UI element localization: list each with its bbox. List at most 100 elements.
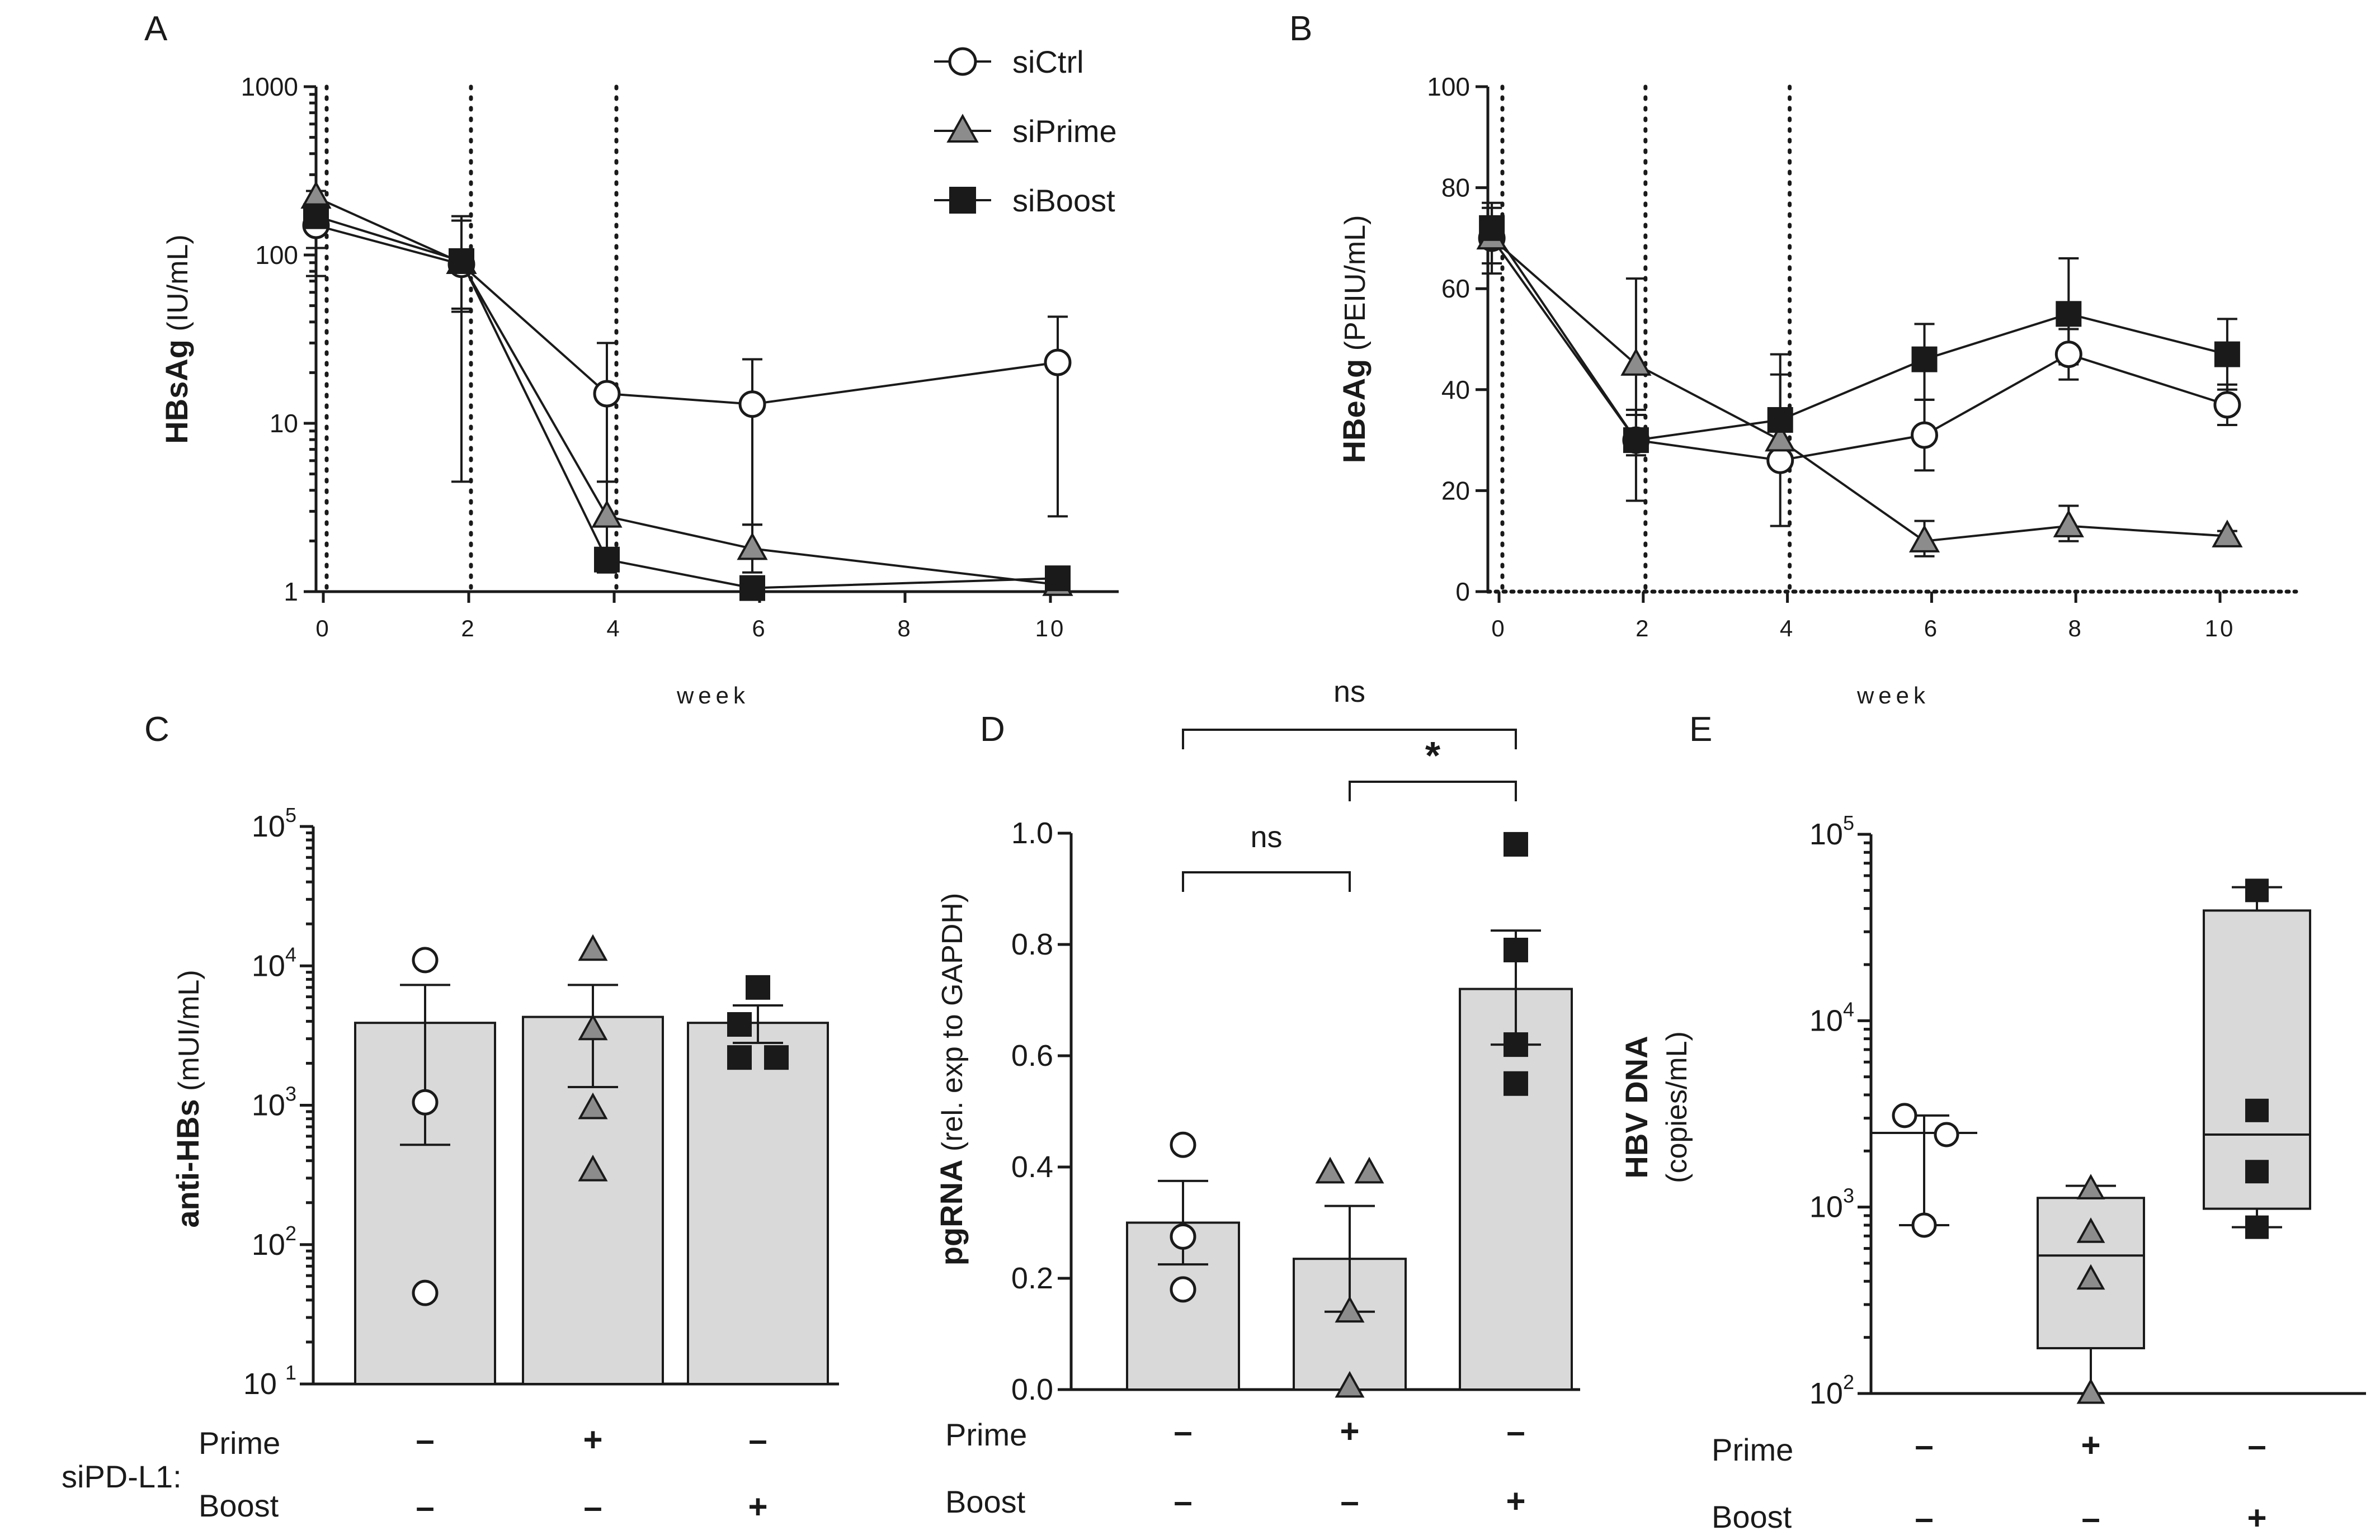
x-tick-label: 0 — [315, 615, 331, 641]
significance-bracket — [1349, 781, 1517, 801]
series-line-siBoost — [1491, 227, 2228, 442]
prime-sign-d: + — [1340, 1413, 1359, 1450]
prime-sign-c: + — [583, 1421, 602, 1458]
boost-sign-d: – — [1340, 1482, 1359, 1520]
series-line-siCtrl — [1491, 237, 2228, 462]
y-tick-base: 10 — [1809, 1004, 1843, 1037]
chart-panel-a: 1 10 100 1000 0 2 4 6 8 10 week HBsAg (IU/mL) — [159, 72, 1119, 708]
data-point-siPrime — [591, 499, 623, 528]
data-point-siCtrl — [1170, 1223, 1196, 1250]
data-point-siPrime — [2076, 1378, 2105, 1404]
data-point-siBoost — [764, 1045, 789, 1070]
panel-letter-d: D — [980, 710, 1005, 749]
prime-sign-e: – — [2247, 1426, 2266, 1464]
y-axis-title-bold: anti-HBs — [170, 1099, 205, 1227]
x-tick-label: 2 — [461, 615, 476, 641]
y-axis-title-unit: (IU/mL) — [162, 234, 194, 339]
y-axis-title: HBsAg (IU/mL) — [159, 234, 194, 443]
data-point-siPrime — [578, 1013, 608, 1041]
y-tick-exp: 5 — [285, 804, 296, 826]
data-point-siCtrl — [593, 380, 621, 408]
panel-letter-a: A — [144, 10, 168, 48]
y-axis-title: anti-HBs (mUI/mL) — [170, 970, 205, 1227]
data-point-siBoost — [1911, 346, 1938, 372]
prime-sign-c: – — [748, 1421, 767, 1458]
y-tick-exp: 1 — [285, 1361, 296, 1384]
data-point-siBoost — [2214, 341, 2240, 367]
data-point-siBoost — [2245, 1215, 2269, 1239]
y-tick-label: 10 — [270, 409, 298, 438]
prime-sign-d: – — [1506, 1413, 1525, 1450]
legend-marker-siBoost — [949, 187, 976, 214]
data-point-siBoost — [727, 1045, 752, 1070]
y-tick-label: 104 — [252, 943, 296, 982]
y-tick-exp: 5 — [1843, 811, 1854, 834]
y-tick-label: 105 — [1809, 811, 1854, 851]
y-axis-title-unit: (rel. exp to GAPDH) — [936, 893, 969, 1160]
y-tick-label: 103 — [1809, 1184, 1854, 1224]
x-tick-label: 4 — [606, 615, 621, 641]
y-tick-exp: 2 — [1843, 1371, 1854, 1393]
y-axis-title-unit: (PEIU/mL) — [1339, 215, 1372, 359]
y-axis-title-unit: (mUI/mL) — [173, 970, 205, 1099]
y-tick-base: 10 — [252, 1089, 285, 1122]
bar-siCtrl — [1126, 1221, 1240, 1391]
data-point-siBoost — [2245, 1160, 2269, 1184]
y-tick-label: 105 — [252, 804, 296, 843]
y-tick-label: 1000 — [241, 72, 298, 101]
data-point-siBoost — [2056, 301, 2082, 327]
y-tick-label: 1 — [284, 577, 298, 606]
y-tick-base: 10 — [252, 810, 285, 843]
y-tick-label: 1.0 — [1011, 816, 1053, 850]
data-point-siPrime — [2053, 509, 2084, 537]
y-axis-title: HBV DNA — [1619, 1036, 1654, 1178]
y-tick-base: 10 — [1809, 1191, 1843, 1224]
prime-sign-e: + — [2081, 1426, 2100, 1464]
x-tick-label: 0 — [1491, 615, 1506, 641]
y-tick-label: 40 — [1441, 375, 1470, 404]
boost-sign-e: – — [1915, 1499, 1933, 1537]
y-axis-title-bold: HBV DNA — [1619, 1036, 1654, 1178]
data-point-siBoost — [739, 575, 765, 601]
y-tick-label: 103 — [252, 1083, 296, 1122]
data-point-siBoost — [1623, 427, 1649, 454]
data-point-siBoost — [449, 248, 474, 274]
row-e-prime-label: Prime — [1712, 1432, 1793, 1467]
panel-letter-c: C — [144, 710, 169, 749]
y-axis-title: HBeAg (PEIU/mL) — [1336, 215, 1372, 464]
boost-sign-c: – — [416, 1488, 434, 1525]
data-point-siPrime — [1315, 1156, 1345, 1184]
prime-sign-e: – — [1915, 1426, 1933, 1464]
row-d-prime-label: Prime — [945, 1417, 1027, 1452]
data-point-siCtrl — [1911, 1212, 1937, 1238]
x-tick-label: 6 — [752, 615, 767, 641]
y-tick-exp: 3 — [1843, 1184, 1854, 1207]
series-line-siPrime — [1491, 237, 2228, 542]
data-point-siCtrl — [1911, 421, 1939, 449]
data-point-siCtrl — [1170, 1131, 1196, 1158]
chart-panel-d: 0.0 0.2 0.4 0.6 0.8 1.0 pgRNA (rel. exp to GAP… — [934, 675, 1580, 1406]
data-point-siPrime — [578, 1155, 608, 1182]
y-tick-label: 0 — [1455, 577, 1470, 606]
data-point-siPrime — [1335, 1296, 1365, 1323]
data-point-siCtrl — [1766, 446, 1794, 474]
data-point-siBoost — [2245, 1098, 2269, 1122]
data-point-siPrime — [578, 934, 608, 961]
data-point-siBoost — [1504, 1032, 1528, 1057]
y-axis-title: pgRNA (rel. exp to GAPDH) — [934, 893, 969, 1266]
data-point-siBoost — [594, 546, 620, 573]
legend: siCtrl siPrime siBoost — [934, 44, 1117, 218]
data-point-siBoost — [1479, 215, 1505, 241]
data-point-siCtrl — [1170, 1276, 1196, 1303]
data-point-siPrime — [2212, 519, 2243, 547]
y-tick-base: 10 — [252, 1228, 285, 1262]
x-tick-label: 2 — [1636, 615, 1651, 641]
row-d-boost-label: Boost — [945, 1484, 1026, 1519]
series-line-siCtrl — [315, 224, 1058, 405]
data-point-siBoost — [2245, 878, 2269, 903]
y-tick-exp: 4 — [285, 943, 296, 966]
y-tick-label: 20 — [1441, 476, 1470, 505]
y-axis-title-bold: HBsAg — [159, 339, 194, 444]
